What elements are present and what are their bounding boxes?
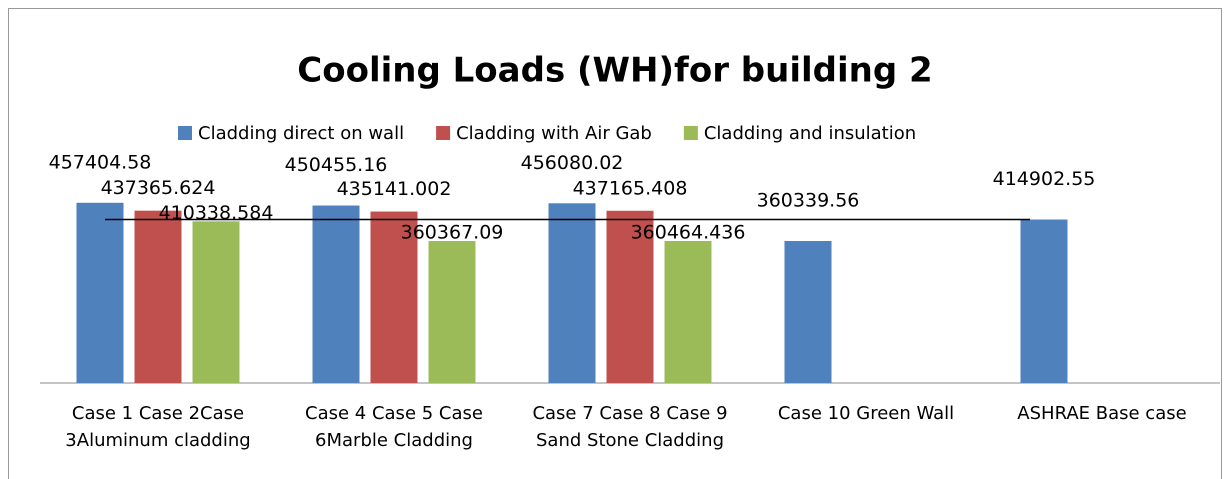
legend-label: Cladding direct on wall	[198, 123, 404, 144]
x-tick-label: Case 7 Case 8 Case 9 Sand Stone Cladding	[532, 403, 728, 451]
data-label: 435141.002	[337, 178, 452, 200]
bar	[606, 210, 654, 383]
legend-label: Cladding with Air Gab	[456, 123, 652, 144]
data-label: 457404.58	[49, 151, 152, 173]
bar	[134, 210, 182, 383]
data-label: 360464.436	[631, 221, 746, 243]
bar	[192, 221, 240, 383]
data-label: 456080.02	[521, 152, 624, 174]
bar	[76, 202, 124, 383]
data-label: 437165.408	[573, 177, 688, 199]
bar	[1020, 219, 1068, 383]
x-tick-label: Case 4 Case 5 Case 6Marble Cladding	[305, 403, 483, 451]
bar	[428, 241, 476, 383]
legend-swatch	[683, 126, 698, 140]
chart-title: Cooling Loads (WH)for building 2	[297, 51, 932, 91]
x-tick-label: ASHRAE Base case	[1017, 403, 1187, 424]
data-label: 360339.56	[757, 190, 860, 212]
data-label: 410338.584	[159, 202, 274, 224]
x-tick-label: Case 1 Case 2Case 3Aluminum cladding	[65, 403, 251, 451]
bar	[370, 211, 418, 383]
legend-swatch	[436, 126, 451, 140]
bar	[312, 205, 360, 383]
data-label: 450455.16	[285, 154, 388, 176]
data-label: 414902.55	[993, 168, 1096, 190]
data-label: 437365.624	[101, 177, 216, 199]
x-tick-label: Case 10 Green Wall	[777, 403, 955, 424]
bar	[784, 241, 832, 383]
legend-label: Cladding and insulation	[704, 123, 916, 144]
legend-swatch	[178, 126, 192, 140]
data-label: 360367.09	[401, 222, 504, 244]
bar	[664, 240, 712, 383]
chart-border	[8, 8, 1222, 479]
bar	[548, 203, 596, 383]
